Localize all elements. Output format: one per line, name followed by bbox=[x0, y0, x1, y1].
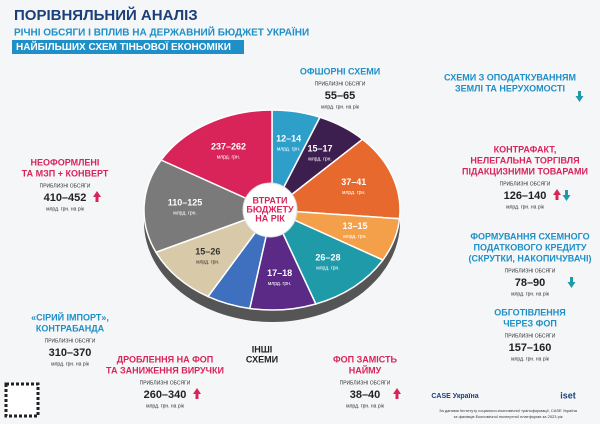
trend-up bbox=[553, 189, 561, 200]
slice-range: 13–15 bbox=[342, 221, 367, 231]
volume-unit: млрд. грн. на рік bbox=[321, 104, 360, 110]
trend-up bbox=[93, 191, 101, 202]
slice-range: 12–14 bbox=[276, 134, 301, 144]
slice-range: 237–262 bbox=[211, 141, 246, 151]
volume: 78–90 bbox=[515, 277, 546, 289]
title: ПОРІВНЯЛЬНИЙ АНАЛІЗ bbox=[14, 6, 198, 24]
slice-unit: млрд. грн. bbox=[308, 157, 331, 163]
trend-up bbox=[193, 388, 201, 399]
scheme-name: КОНТРАФАКТ, bbox=[494, 144, 557, 154]
trend-down bbox=[575, 91, 584, 102]
pie-slice bbox=[143, 159, 274, 254]
logo: CASE Україна bbox=[431, 393, 478, 400]
volume-label: ПРИБЛИЗНІ ОБСЯГИ bbox=[505, 268, 556, 274]
scheme-name: СХЕМИ З ОПОДАТКУВАННЯМ bbox=[444, 72, 576, 82]
pie-slice bbox=[269, 138, 401, 220]
pie-center bbox=[242, 182, 298, 238]
scheme-name: ПІДАКЦИЗНИМИ ТОВАРАМИ bbox=[462, 166, 588, 176]
volume: 55–65 bbox=[325, 90, 356, 102]
slice-unit: млрд. грн. bbox=[173, 210, 196, 216]
pie-slice bbox=[154, 208, 275, 298]
slice-unit: млрд. грн. bbox=[277, 147, 300, 153]
pie-slice bbox=[270, 208, 385, 305]
volume-unit: млрд. грн. на рік bbox=[506, 204, 545, 210]
logo: iset bbox=[560, 390, 576, 400]
volume: 310–370 bbox=[49, 347, 92, 359]
highlight: НАЙБІЛЬШИХ СХЕМ ТІНЬОВОЇ ЕКОНОМІКИ bbox=[16, 40, 231, 53]
volume: 260–340 bbox=[144, 389, 187, 401]
trend-down bbox=[567, 277, 576, 288]
highlight-box bbox=[12, 40, 244, 54]
scheme-name: «СІРИЙ ІМПОРТ», bbox=[31, 311, 109, 322]
other-label: СХЕМИ bbox=[246, 354, 278, 364]
volume-label: ПРИБЛИЗНІ ОБСЯГИ bbox=[505, 333, 556, 339]
center-label: БЮДЖЕТУ bbox=[246, 204, 294, 214]
scheme-name: ЧЕРЕЗ ФОП bbox=[503, 318, 557, 328]
volume-label: ПРИБЛИЗНІ ОБСЯГИ bbox=[315, 81, 366, 87]
slice-unit: млрд. грн. bbox=[217, 154, 240, 160]
slice-range: 17–18 bbox=[267, 268, 292, 278]
slice-range: 15–26 bbox=[195, 246, 220, 256]
volume-unit: млрд. грн. на рік bbox=[146, 403, 185, 409]
scheme-name: ПОДАТКОВОГО КРЕДИТУ bbox=[473, 242, 586, 252]
center-label: ВТРАТИ bbox=[253, 195, 288, 205]
scheme-name: (СКРУТКИ, НАКОПИЧУВАЧІ) bbox=[469, 253, 592, 263]
scheme-name: ФОП ЗАМІСТЬ bbox=[333, 354, 398, 364]
slice-unit: млрд. грн. bbox=[316, 265, 339, 271]
source: За даними Інституту соціально-економічно… bbox=[439, 408, 578, 413]
source: та фахівців Економічної експертної платф… bbox=[454, 414, 563, 419]
qr-code bbox=[4, 382, 40, 418]
scheme-name: НАЙМУ bbox=[349, 364, 382, 375]
scheme-name: ОФШОРНІ СХЕМИ bbox=[300, 66, 380, 76]
scheme-name: КОНТРАБАНДА bbox=[36, 323, 105, 333]
scheme-name: ФОРМУВАННЯ СХЕМНОГО bbox=[470, 231, 589, 241]
center-label: НА РІК bbox=[255, 213, 285, 223]
scheme-name: ТА МЗП + КОНВЕРТ bbox=[22, 168, 109, 178]
labels: 12–14 млрд. грн. 15–17 млрд. грн. 37–41 млрд.… bbox=[22, 66, 592, 409]
slice-range: 26–28 bbox=[315, 252, 340, 262]
slice-unit: млрд. грн. bbox=[342, 190, 365, 196]
trend-down bbox=[562, 190, 571, 201]
trend-up bbox=[393, 388, 401, 399]
volume: 126–140 bbox=[504, 190, 547, 202]
subtitle: РІЧНІ ОБСЯГИ І ВПЛИВ НА ДЕРЖАВНИЙ БЮДЖЕТ… bbox=[14, 26, 309, 39]
scheme-name: ТА ЗАНИЖЕННЯ ВИРУЧКИ bbox=[106, 365, 224, 375]
pie bbox=[143, 109, 401, 322]
volume-unit: млрд. грн. на рік bbox=[511, 291, 550, 297]
volume-label: ПРИБЛИЗНІ ОБСЯГИ bbox=[500, 181, 551, 187]
pie-slice bbox=[159, 109, 273, 212]
slice-unit: млрд. грн. bbox=[343, 234, 366, 240]
volume: 410–452 bbox=[44, 192, 87, 204]
scheme-name: ЗЕМЛІ ТА НЕРУХОМОСТІ bbox=[455, 83, 565, 93]
scheme-name: НЕЛЕГАЛЬНА ТОРГІВЛЯ bbox=[470, 155, 579, 165]
slice-range: 110–125 bbox=[168, 197, 203, 207]
volume: 38–40 bbox=[350, 389, 381, 401]
volume-unit: млрд. грн. на рік bbox=[511, 356, 550, 362]
scheme-name: ДРОБЛЕННЯ НА ФОП bbox=[117, 354, 213, 364]
scheme-name: НЕОФОРМЛЕНІ bbox=[31, 157, 100, 167]
volume-unit: млрд. грн. на рік bbox=[51, 361, 90, 367]
scheme-name: ОБГОТІВЛЕННЯ bbox=[494, 307, 566, 317]
volume-label: ПРИБЛИЗНІ ОБСЯГИ bbox=[340, 380, 391, 386]
volume-unit: млрд. грн. на рік bbox=[346, 403, 385, 409]
volume-label: ПРИБЛИЗНІ ОБСЯГИ bbox=[40, 183, 91, 189]
volume-unit: млрд. грн. на рік bbox=[46, 206, 85, 212]
volume-label: ПРИБЛИЗНІ ОБСЯГИ bbox=[45, 338, 96, 344]
other-label: ІНШІ bbox=[252, 344, 273, 354]
slice-unit: млрд. грн. bbox=[268, 281, 291, 287]
volume: 157–160 bbox=[509, 342, 552, 354]
slice-unit: млрд. грн. bbox=[196, 259, 219, 265]
slice-range: 15–17 bbox=[308, 144, 333, 154]
slice-range: 37–41 bbox=[341, 177, 366, 187]
volume-label: ПРИБЛИЗНІ ОБСЯГИ bbox=[140, 380, 191, 386]
